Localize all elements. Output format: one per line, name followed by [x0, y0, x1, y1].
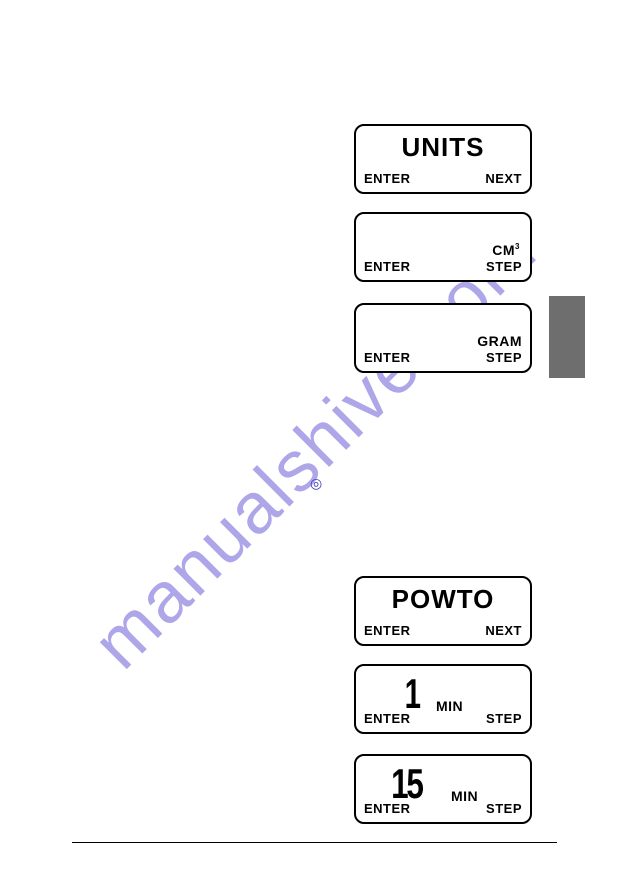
lcd-min1-unit: MIN: [436, 698, 463, 714]
footer-divider: [72, 842, 557, 843]
lcd-gram: ENTER GRAM STEP: [354, 303, 532, 373]
lcd-cm3: ENTER CM3 STEP: [354, 212, 532, 282]
lcd-gram-unit: GRAM: [477, 333, 522, 349]
lcd-min15-unit: MIN: [451, 788, 478, 804]
page-side-tab: [549, 296, 585, 378]
lcd-min15-right-label: STEP: [486, 801, 522, 816]
lcd-units: UNITS ENTER NEXT: [354, 124, 532, 194]
lcd-powto-title: POWTO: [392, 584, 495, 615]
lcd-units-right-label: NEXT: [485, 171, 522, 186]
lcd-powto-right-label: NEXT: [485, 623, 522, 638]
lcd-min15-left-label: ENTER: [364, 801, 411, 816]
lcd-min1: 1 MIN ENTER STEP: [354, 664, 532, 734]
lcd-gram-left-label: ENTER: [364, 350, 411, 365]
circle-glyph: ◎: [310, 475, 322, 492]
lcd-gram-right-label: STEP: [486, 350, 522, 365]
lcd-cm3-left-label: ENTER: [364, 259, 411, 274]
lcd-units-title: UNITS: [402, 132, 485, 163]
lcd-cm3-unit-sup: 3: [515, 242, 520, 251]
lcd-cm3-unit: CM3: [492, 242, 520, 258]
lcd-cm3-right-label: STEP: [486, 259, 522, 274]
lcd-powto-left-label: ENTER: [364, 623, 411, 638]
lcd-min1-left-label: ENTER: [364, 711, 411, 726]
lcd-min1-right-label: STEP: [486, 711, 522, 726]
lcd-min15: 15 MIN ENTER STEP: [354, 754, 532, 824]
lcd-powto: POWTO ENTER NEXT: [354, 576, 532, 646]
lcd-cm3-unit-main: CM: [492, 242, 515, 258]
lcd-units-left-label: ENTER: [364, 171, 411, 186]
